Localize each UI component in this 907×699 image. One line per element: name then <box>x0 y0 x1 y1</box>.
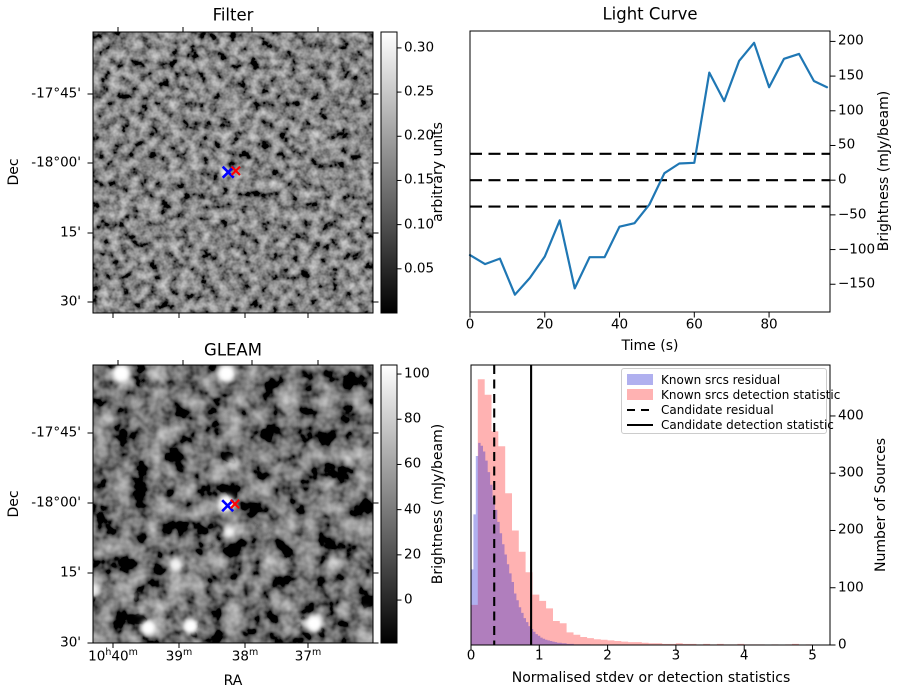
gleam-title: GLEAM <box>204 340 262 360</box>
filter-ylabel: Dec <box>6 158 22 186</box>
gleam-image <box>87 360 379 648</box>
light-curve-title: Light Curve <box>602 4 698 24</box>
legend-label: Candidate detection statistic <box>661 417 834 432</box>
histogram-legend: Known srcs residual Known srcs detection … <box>621 368 840 434</box>
legend-label: Candidate residual <box>661 402 774 417</box>
histogram-ylabel: Number of Sources <box>873 437 889 573</box>
light-curve-xlabel: Time (s) <box>621 338 679 354</box>
filter-title: Filter <box>212 5 254 25</box>
filter-colorbar-label: arbitrary units <box>430 122 446 222</box>
patch-blue-swatch <box>627 374 653 385</box>
legend-label: Known srcs residual <box>661 372 781 387</box>
legend-row: Candidate residual <box>627 402 821 417</box>
patch-pink-swatch <box>627 389 653 400</box>
histogram-plot <box>470 364 836 651</box>
dashed-line-swatch <box>627 408 653 411</box>
filter-colorbar <box>380 31 402 314</box>
solid-line-swatch <box>627 423 653 426</box>
legend-label: Known srcs detection statistic <box>661 387 841 402</box>
gleam-xlabel: RA <box>223 673 243 689</box>
gleam-ylabel: Dec <box>6 490 22 518</box>
legend-row: Known srcs residual <box>627 372 821 387</box>
gleam-colorbar-label: Brightness (mJy/beam) <box>430 423 446 585</box>
light-curve-plot <box>468 30 836 318</box>
gleam-colorbar <box>380 364 402 644</box>
legend-row: Known srcs detection statistic <box>627 387 840 402</box>
legend-row: Candidate detection statistic <box>627 417 834 432</box>
histogram-xlabel: Normalised stdev or detection statistics <box>511 670 791 686</box>
light-curve-ylabel: Brightness (mJy/beam) <box>876 90 892 252</box>
filter-image <box>87 27 379 318</box>
